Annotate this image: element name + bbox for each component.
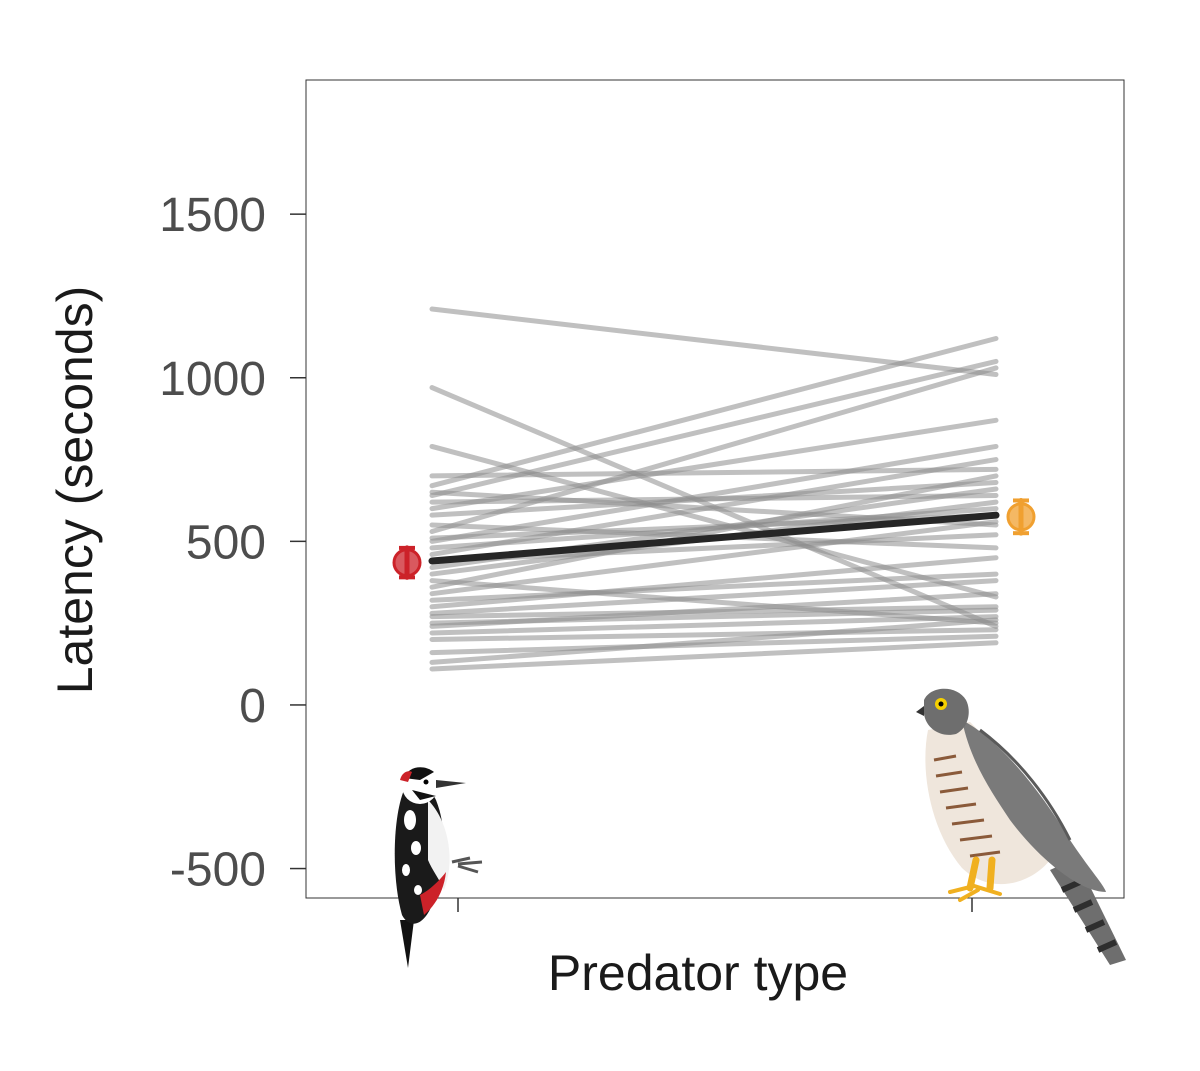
individual-line [429,627,999,643]
individual-line [429,365,999,535]
x-axis-title: Predator type [548,945,848,1001]
individual-line [429,614,999,636]
y-tick-label: -500 [170,844,266,897]
sparrowhawk-illustration [916,688,1126,965]
y-axis-title: Latency (seconds) [47,286,103,695]
individual-line [429,633,999,656]
plot-frame [305,79,1125,899]
individual-lines [429,306,999,672]
individual-line [429,617,999,665]
individual-line [429,443,999,544]
individual-line [429,335,999,489]
individual-line [429,473,999,590]
y-axis: -500 0 500 1000 1500 [159,189,306,897]
group-mean-point [392,548,422,578]
y-tick-label: 500 [186,516,266,569]
individual-line [429,479,999,518]
individual-line [429,358,999,499]
individual-line [429,417,999,512]
individual-line [429,457,999,557]
individual-line [429,555,999,610]
y-tick-label: 1000 [159,353,266,406]
individual-line [429,519,999,597]
group-mean-point [1006,502,1036,532]
x-axis [457,898,973,912]
y-tick-label: 1500 [159,189,266,242]
individual-line [429,578,999,626]
group-means [392,497,1036,580]
individual-line [429,306,999,377]
y-tick-label: 0 [239,680,266,733]
individual-line [429,591,999,629]
mean-trend-line [428,511,1000,565]
woodpecker-illustration [394,767,483,968]
individual-line [429,571,999,603]
individual-line [429,578,999,616]
individual-line [429,640,999,672]
